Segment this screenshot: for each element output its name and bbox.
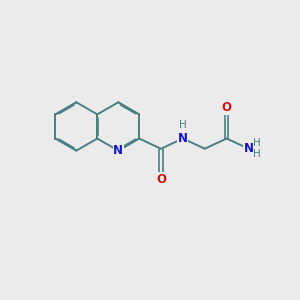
Text: H: H	[254, 149, 261, 159]
Text: N: N	[244, 142, 254, 155]
Text: H: H	[254, 138, 261, 148]
Text: N: N	[178, 132, 188, 145]
Text: O: O	[222, 101, 232, 114]
Text: N: N	[113, 144, 123, 157]
Text: O: O	[156, 173, 166, 186]
Text: H: H	[179, 120, 187, 130]
